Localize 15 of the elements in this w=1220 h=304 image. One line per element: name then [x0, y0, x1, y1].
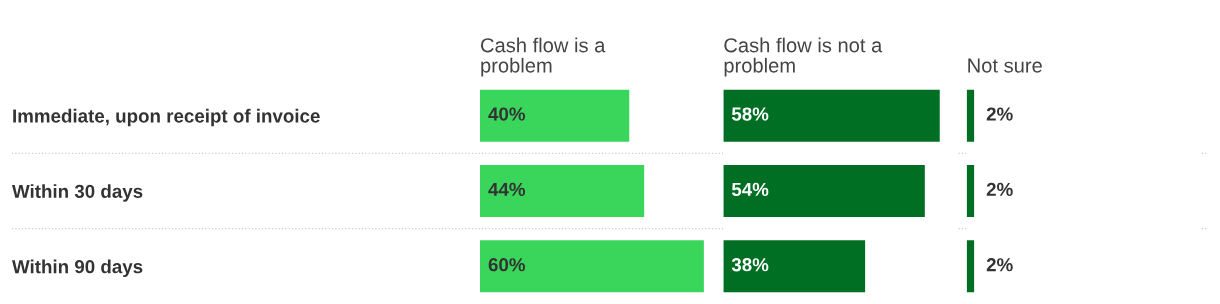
y-tick-label: Immediate, upon receipt of invoice — [13, 108, 320, 127]
data-label: 2% — [986, 107, 1013, 121]
chart-title: Cash flow is a problem — [481, 37, 606, 77]
data-label: 38% — [731, 258, 769, 272]
chart-title: Cash flow is not a problem — [724, 37, 883, 77]
data-label: 58% — [731, 107, 769, 121]
y-tick-label: Within 90 days — [12, 259, 143, 278]
y-tick-label: Within 30 days — [12, 184, 143, 202]
data-label: 2% — [986, 258, 1013, 272]
chart-title: Not sure — [968, 58, 1042, 73]
data-label: 40% — [488, 107, 526, 121]
data-label: 44% — [488, 182, 526, 196]
data-label: 2% — [986, 182, 1013, 196]
data-label: 60% — [488, 258, 526, 272]
data-label: 54% — [731, 182, 769, 197]
